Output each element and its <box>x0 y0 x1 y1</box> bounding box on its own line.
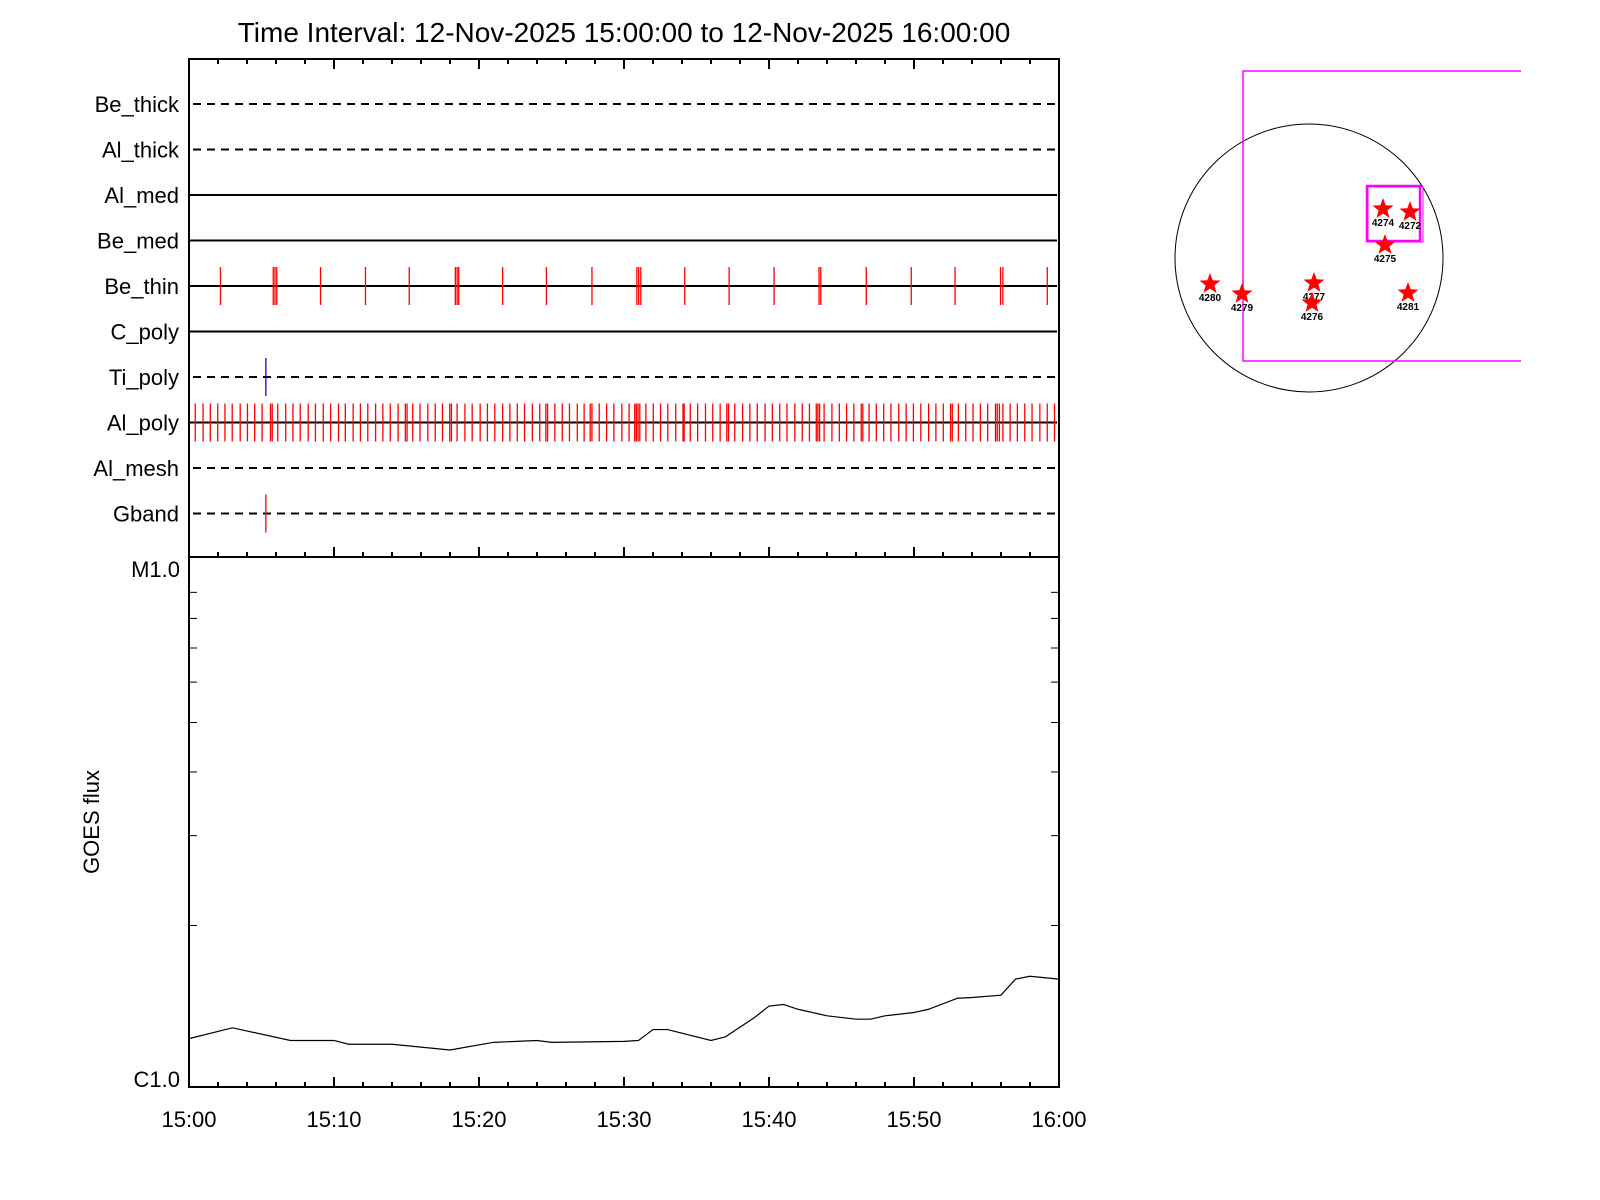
active-region-star-icon <box>1303 272 1325 292</box>
row-label: Ti_poly <box>109 365 179 390</box>
active-region-star-icon <box>1372 198 1394 218</box>
y-axis-label: GOES flux <box>79 770 104 874</box>
x-tick-label: 15:20 <box>451 1107 506 1132</box>
x-tick-label: 16:00 <box>1031 1107 1086 1132</box>
row-label: Al_mesh <box>93 456 179 481</box>
row-label: Gband <box>113 502 179 527</box>
x-tick-label: 15:40 <box>741 1107 796 1132</box>
large-fov-box <box>1242 70 1521 362</box>
row-label: C_poly <box>111 320 179 345</box>
row-label: Al_med <box>104 183 179 208</box>
active-region-label: 4274 <box>1372 218 1395 229</box>
active-region-star-icon <box>1399 201 1421 221</box>
x-tick-label: 15:00 <box>161 1107 216 1132</box>
active-region-label: 4275 <box>1374 254 1397 265</box>
row-label: Be_thin <box>104 274 179 299</box>
goes-flux-panel: GOES flux 15:00 15:10 15:20 15:30 15:40 15:50… <box>79 556 1087 1132</box>
goes-frame <box>188 556 1060 1088</box>
solar-disk-limb <box>1174 123 1444 393</box>
x-tick-label: 15:10 <box>306 1107 361 1132</box>
active-region-star-icon <box>1374 234 1396 254</box>
y-tick-label: M1.0 <box>131 557 180 582</box>
active-region-star-icon <box>1301 292 1323 312</box>
row-label: Be_med <box>97 229 179 254</box>
row-label: Al_thick <box>102 138 180 163</box>
solar-disk-map: 4274 4272 4275 4280 4279 4277 4276 4281 <box>1174 70 1521 393</box>
y-tick-label: C1.0 <box>134 1067 180 1092</box>
chart-title: Time Interval: 12-Nov-2025 15:00:00 to 1… <box>238 17 1011 48</box>
row-label: Be_thick <box>95 92 180 117</box>
active-region-label: 4281 <box>1397 302 1420 313</box>
active-region-label: 4277 <box>1303 292 1326 303</box>
goes-flux-line <box>188 975 1060 1051</box>
small-fov-box <box>1365 184 1422 243</box>
x-tick-label: 15:30 <box>596 1107 651 1132</box>
row-label: Al_poly <box>107 411 179 436</box>
x-tick-label: 15:50 <box>886 1107 941 1132</box>
active-region-label: 4280 <box>1199 293 1222 304</box>
filter-timeline-panel: Be_thick Al_thick Al_med Be_med Be_thin C_pol… <box>93 58 1060 558</box>
active-region-label: 4279 <box>1231 303 1254 314</box>
active-region-star-icon <box>1397 282 1419 302</box>
active-region-star-icon <box>1199 273 1221 293</box>
small-fov-box-edge <box>1367 186 1424 243</box>
active-region-label: 4276 <box>1301 312 1324 323</box>
active-region-label: 4272 <box>1399 221 1422 232</box>
active-region-star-icon <box>1231 283 1253 303</box>
timeline-frame <box>188 58 1060 558</box>
